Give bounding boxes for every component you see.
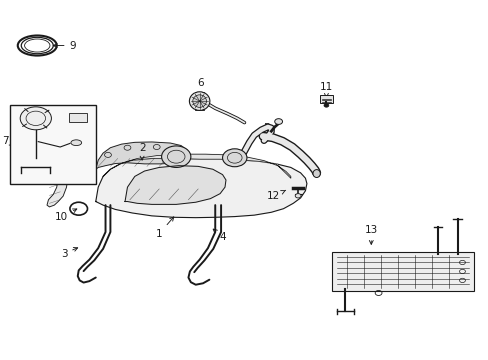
Text: 9: 9 (53, 41, 76, 50)
Text: 1: 1 (156, 217, 173, 239)
Text: 11: 11 (319, 82, 332, 98)
Ellipse shape (192, 95, 206, 107)
Circle shape (324, 104, 328, 107)
FancyBboxPatch shape (10, 105, 96, 184)
Text: 4: 4 (213, 229, 225, 242)
Polygon shape (47, 148, 96, 207)
FancyBboxPatch shape (331, 252, 473, 291)
Circle shape (295, 194, 301, 198)
Text: 13: 13 (364, 225, 377, 244)
Text: 8: 8 (58, 170, 65, 180)
Ellipse shape (189, 92, 209, 111)
Text: 7: 7 (2, 136, 14, 146)
Polygon shape (96, 158, 306, 218)
Polygon shape (96, 142, 187, 169)
Polygon shape (103, 154, 290, 178)
Text: 3: 3 (61, 248, 78, 258)
Text: 5: 5 (263, 123, 269, 140)
FancyBboxPatch shape (320, 95, 332, 103)
Text: 6: 6 (197, 78, 203, 97)
Circle shape (222, 149, 246, 167)
Text: 2: 2 (139, 143, 145, 160)
Text: 12: 12 (266, 190, 285, 201)
Text: 10: 10 (55, 209, 77, 221)
Ellipse shape (71, 140, 81, 145)
Circle shape (20, 107, 51, 130)
FancyBboxPatch shape (69, 113, 87, 122)
Ellipse shape (312, 170, 320, 177)
Circle shape (161, 146, 190, 167)
Polygon shape (125, 166, 225, 204)
Circle shape (274, 119, 282, 125)
